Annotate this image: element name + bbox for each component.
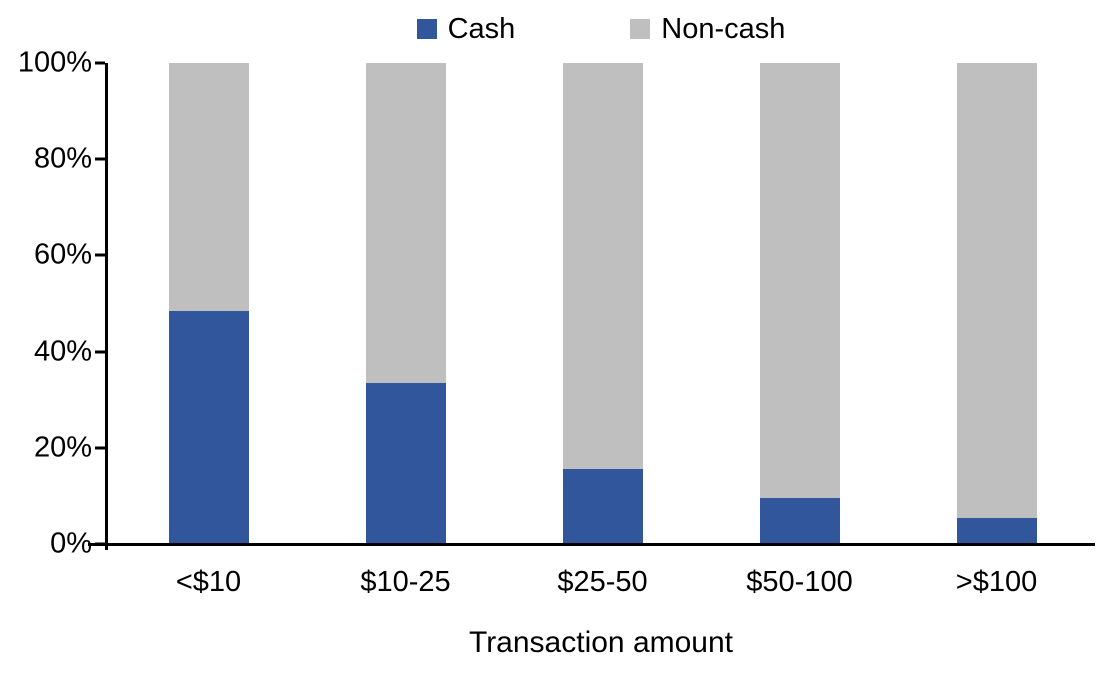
x-tick-label: $10-25 xyxy=(360,566,451,598)
x-tick-label: <$10 xyxy=(175,566,242,598)
y-tick-label: 0% xyxy=(50,527,92,560)
y-tick-mark xyxy=(95,253,105,257)
y-tick-mark xyxy=(95,157,105,161)
bar-slot-10 xyxy=(110,63,307,544)
y-tick-label: 80% xyxy=(33,142,92,175)
y-axis-labels: 0% 20% 40% 60% 80% 100% xyxy=(0,48,92,558)
bar-segment-non-cash xyxy=(562,63,643,470)
stacked-bar-50-100 xyxy=(759,63,840,544)
y-tick-mark xyxy=(95,446,105,450)
stacked-bar-25-50 xyxy=(562,63,643,544)
chart-legend: Cash Non-cash xyxy=(107,8,1095,50)
x-axis-title: Transaction amount xyxy=(468,626,734,659)
y-tick-mark xyxy=(95,350,105,354)
bar-slot-10-25 xyxy=(307,63,504,544)
x-axis-line xyxy=(88,543,1095,546)
x-axis-labels: <$10 $10-25 $25-50 $50-100 >$100 xyxy=(110,568,1095,597)
y-tick-label: 100% xyxy=(17,46,92,79)
bar-slot-100 xyxy=(898,63,1095,544)
stacked-bar-10-25 xyxy=(365,63,446,544)
y-tick-label: 60% xyxy=(33,238,92,271)
y-tick-mark xyxy=(95,61,105,65)
bars-container xyxy=(110,63,1095,544)
legend-label-cash: Cash xyxy=(447,12,516,45)
bar-segment-cash xyxy=(759,498,840,544)
bar-slot-25-50 xyxy=(504,63,701,544)
bar-slot-50-100 xyxy=(701,63,898,544)
bar-segment-non-cash xyxy=(168,63,249,311)
bar-segment-cash xyxy=(168,310,249,544)
legend-item-cash: Cash xyxy=(416,12,516,45)
x-tick-label: $25-50 xyxy=(557,566,648,598)
bar-segment-cash xyxy=(365,382,446,544)
y-axis-line xyxy=(105,63,108,550)
bar-segment-cash xyxy=(956,517,1037,544)
bar-segment-non-cash xyxy=(956,63,1037,518)
stacked-bar-10 xyxy=(168,63,249,544)
bar-segment-non-cash xyxy=(759,63,840,499)
x-tick-label: >$100 xyxy=(955,566,1038,598)
legend-item-non-cash: Non-cash xyxy=(630,12,786,45)
legend-swatch-cash-icon xyxy=(416,19,437,39)
y-tick-label: 40% xyxy=(33,335,92,368)
legend-label-non-cash: Non-cash xyxy=(661,12,786,45)
y-tick-label: 20% xyxy=(33,431,92,464)
y-axis-ticks xyxy=(95,61,105,546)
bar-segment-non-cash xyxy=(365,63,446,383)
bar-segment-cash xyxy=(562,469,643,544)
stacked-bar-100 xyxy=(956,63,1037,544)
legend-swatch-non-cash-icon xyxy=(630,19,651,39)
x-tick-label: $50-100 xyxy=(746,566,853,598)
